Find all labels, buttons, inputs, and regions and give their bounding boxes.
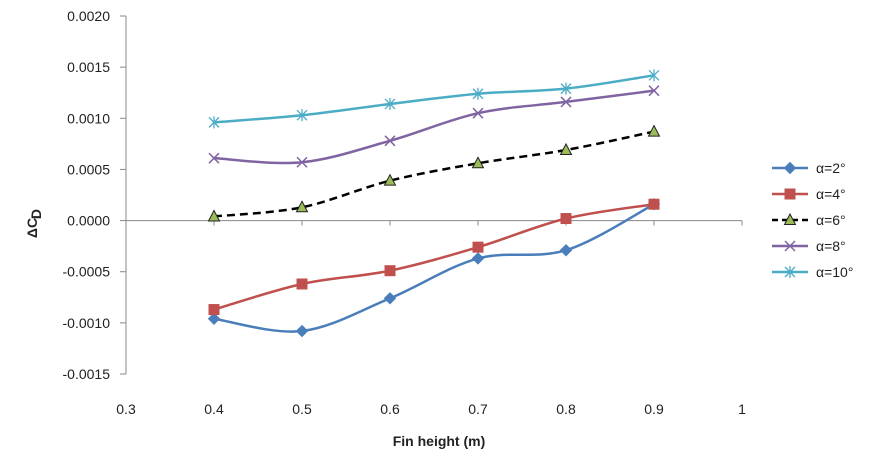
y-axis-title-main: ΔC [24, 218, 40, 238]
series-layer [207, 69, 661, 338]
data-point [207, 209, 221, 222]
legend-label: α=8° [816, 238, 846, 254]
data-point [559, 244, 573, 257]
x-tick-label: 1 [738, 401, 746, 417]
legend: α=2° α=4° α=6° α=8° α=10° [772, 160, 853, 280]
data-point [472, 241, 484, 253]
y-tick-label: -0.0005 [63, 264, 111, 280]
data-point [471, 156, 485, 169]
y-axis-title: ΔC D [24, 209, 44, 238]
data-point [295, 324, 309, 338]
data-point [383, 173, 397, 186]
data-point [647, 124, 661, 137]
series-1 [207, 197, 661, 338]
axes: -0.0015 -0.0010 -0.0005 0.0000 0.0005 0.0010 0… [63, 8, 747, 417]
data-point [296, 278, 308, 290]
data-point [471, 252, 485, 265]
legend-entry: α=10° [772, 264, 853, 280]
y-tick-label: -0.0010 [63, 315, 111, 331]
data-point [559, 142, 573, 155]
x-tick-label: 0.7 [468, 401, 488, 417]
legend-label: α=6° [816, 212, 846, 228]
legend-marker [783, 161, 797, 175]
data-point [472, 87, 484, 100]
data-point [648, 198, 660, 210]
y-tick-label: 0.0015 [67, 59, 110, 75]
series-line [213, 130, 655, 218]
y-tick-label: -0.0015 [63, 366, 111, 382]
legend-marker [784, 266, 796, 278]
y-tick-label: 0.0010 [67, 110, 110, 126]
data-point [296, 109, 308, 122]
data-point [648, 69, 660, 82]
data-point [383, 292, 397, 305]
x-tick-label: 0.5 [292, 401, 312, 417]
series-line [213, 203, 655, 333]
legend-entry: α=2° [772, 160, 846, 176]
legend-entry: α=4° [772, 186, 846, 202]
x-tick-label: 0.4 [204, 401, 224, 417]
y-tick-label: 0.0005 [67, 161, 110, 177]
x-tick-label: 0.6 [380, 401, 400, 417]
legend-marker [784, 188, 796, 200]
data-point [208, 116, 220, 129]
legend-entry: α=8° [772, 238, 846, 254]
series-4 [208, 85, 660, 168]
series-line [213, 74, 655, 124]
legend-label: α=10° [816, 264, 853, 280]
data-point [208, 152, 220, 164]
legend-marker [783, 212, 797, 225]
legend-label: α=4° [816, 186, 846, 202]
x-axis-title: Fin height (m) [393, 433, 486, 449]
x-tick-label: 0.9 [644, 401, 664, 417]
legend-entry: α=6° [772, 212, 846, 228]
data-point [384, 135, 396, 147]
data-point [472, 107, 484, 119]
data-point [560, 213, 572, 225]
y-axis-title-subscript: D [28, 209, 44, 219]
data-point [296, 156, 308, 168]
data-point [207, 312, 221, 325]
series-3 [207, 124, 661, 222]
data-point [295, 200, 309, 213]
data-point [648, 85, 660, 97]
data-point [384, 265, 396, 277]
data-point [560, 96, 572, 108]
x-tick-label: 0.8 [556, 401, 576, 417]
data-point [208, 304, 220, 316]
data-point [560, 82, 572, 95]
legend-label: α=2° [816, 160, 846, 176]
series-5 [208, 69, 660, 129]
series-2 [208, 198, 660, 316]
data-point [384, 97, 396, 110]
series-line [213, 89, 655, 165]
y-tick-label: 0.0000 [67, 213, 110, 229]
series-line [213, 202, 655, 311]
x-tick-label: 0.3 [116, 401, 136, 417]
y-tick-label: 0.0020 [67, 8, 110, 24]
legend-marker [784, 240, 796, 252]
